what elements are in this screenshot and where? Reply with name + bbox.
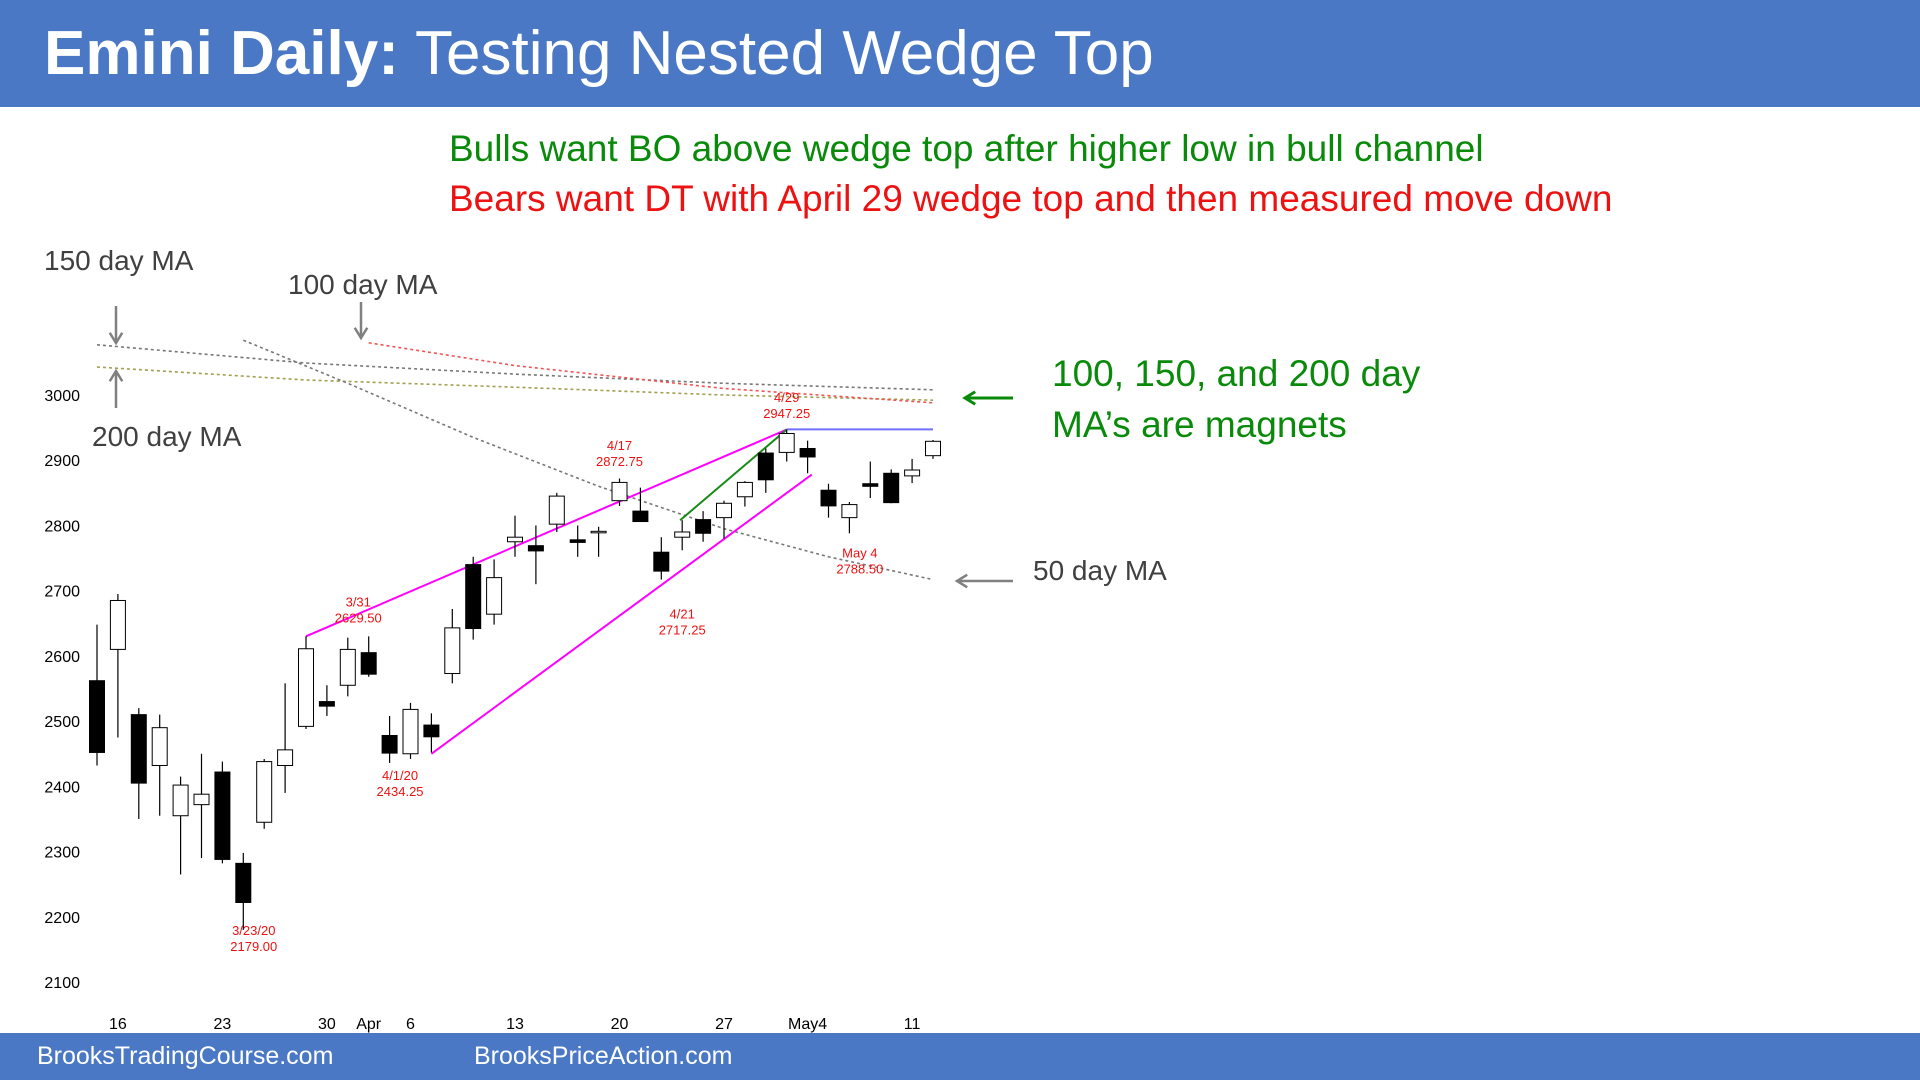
price-annotation: 3/31 2629.50 <box>335 594 382 625</box>
x-tick-label: 20 <box>611 1016 629 1033</box>
footer-link-price-action[interactable]: BrooksPriceAction.com <box>474 1042 733 1070</box>
x-tick-label: 30 <box>318 1016 336 1033</box>
candle-down <box>883 472 900 504</box>
ma100-label: 100 day MA <box>288 269 438 300</box>
candle-down <box>653 551 670 572</box>
x-tick-label: 11 <box>904 1016 921 1033</box>
price-annotation: 4/21 2717.25 <box>659 607 706 638</box>
price-annotation: 4/29 2947.25 <box>763 390 810 421</box>
x-tick-label: 13 <box>506 1016 524 1033</box>
page-title: Emini Daily: Testing Nested Wedge Top <box>44 18 1154 90</box>
wedge-line <box>305 428 788 638</box>
candle-down <box>235 862 252 903</box>
title-bold-part: Emini Daily: <box>44 19 399 88</box>
candle-up <box>298 648 314 727</box>
y-tick-label: 2100 <box>44 975 80 992</box>
candle-down <box>695 519 712 534</box>
candle-up <box>151 727 168 767</box>
candle-down <box>89 680 105 753</box>
candle-up <box>716 502 732 519</box>
candle-down <box>214 771 231 860</box>
ma150-arrow-head <box>108 332 124 346</box>
ma200-arrow-head <box>108 368 124 382</box>
candle-down <box>465 564 482 630</box>
candle-up <box>256 761 273 823</box>
wedge-line <box>679 428 788 522</box>
candle-up <box>548 495 565 525</box>
bears-note: Bears want DT with April 29 wedge top an… <box>449 178 1613 219</box>
candle-up <box>841 504 858 519</box>
x-tick-label: 23 <box>214 1016 232 1033</box>
footer-bar: BrooksTradingCourse.com BrooksPriceActio… <box>0 1033 1920 1080</box>
y-tick-label: 2500 <box>44 714 80 731</box>
candle-down <box>632 510 649 523</box>
candle-up <box>277 749 294 767</box>
candle-up <box>486 577 503 615</box>
y-tick-label: 2700 <box>44 584 80 601</box>
magnet-note-line1: 100, 150, and 200 day <box>1052 353 1421 394</box>
candle-up <box>778 432 795 453</box>
candle-up <box>172 784 189 817</box>
title-bar: Emini Daily: Testing Nested Wedge Top <box>0 0 1920 107</box>
candle-up <box>109 599 126 650</box>
candle-down <box>360 652 377 675</box>
candle-down <box>381 735 398 754</box>
candle-up <box>611 481 628 502</box>
candle-up <box>904 469 921 477</box>
ma100-arrow-head <box>353 327 369 341</box>
moving-average-line <box>368 342 934 404</box>
bulls-note: Bulls want BO above wedge top after high… <box>449 128 1484 169</box>
y-tick-label: 2800 <box>44 518 80 535</box>
y-tick-label: 2400 <box>44 779 80 796</box>
candle-down <box>799 447 816 458</box>
candle-up <box>444 627 461 675</box>
price-annotation: May 4 2788.50 <box>836 545 883 576</box>
candle-up <box>590 530 607 534</box>
candle-down <box>423 724 440 738</box>
moving-average-line <box>242 339 934 581</box>
candle-down <box>820 489 837 507</box>
x-tick-label: 27 <box>715 1016 733 1033</box>
x-tick-label: Apr <box>356 1016 382 1033</box>
candle-up <box>925 440 941 457</box>
ma50-label: 50 day MA <box>1033 555 1167 586</box>
candle-down <box>527 545 544 552</box>
ma150-label: 150 day MA <box>44 245 194 276</box>
candle-up <box>507 536 523 543</box>
y-tick-label: 2300 <box>44 845 80 862</box>
candle-down <box>569 539 586 543</box>
price-annotation: 4/17 2872.75 <box>596 438 643 469</box>
title-rest-part: Testing Nested Wedge Top <box>398 19 1154 88</box>
moving-average-line <box>96 366 934 401</box>
candle-down <box>862 483 879 487</box>
candle-up <box>339 648 356 686</box>
y-tick-label: 2200 <box>44 910 80 927</box>
ma50-arrow-head <box>954 573 968 589</box>
candle-up <box>402 708 419 755</box>
x-tick-label: 6 <box>406 1016 415 1033</box>
candle-down <box>130 714 147 784</box>
y-tick-label: 3000 <box>44 388 80 405</box>
y-tick-label: 2900 <box>44 453 80 470</box>
x-tick-label: 16 <box>109 1016 127 1033</box>
candle-up <box>736 481 753 498</box>
candle-down <box>757 452 774 481</box>
candle-up <box>193 793 210 806</box>
wedge-line <box>430 473 813 755</box>
candle-down <box>318 701 335 707</box>
x-tick-label: May4 <box>788 1016 827 1033</box>
y-tick-label: 2600 <box>44 649 80 666</box>
price-annotation: 3/23/20 2179.00 <box>230 923 277 954</box>
magnet-note-line2: MA’s are magnets <box>1052 404 1347 445</box>
candle-up <box>674 531 691 538</box>
ma200-label: 200 day MA <box>92 421 242 452</box>
moving-average-line <box>96 344 934 391</box>
footer-link-trading-course[interactable]: BrooksTradingCourse.com <box>37 1042 334 1070</box>
price-annotation: 4/1/20 2434.25 <box>377 768 424 799</box>
magnet-arrow-head <box>962 390 977 406</box>
